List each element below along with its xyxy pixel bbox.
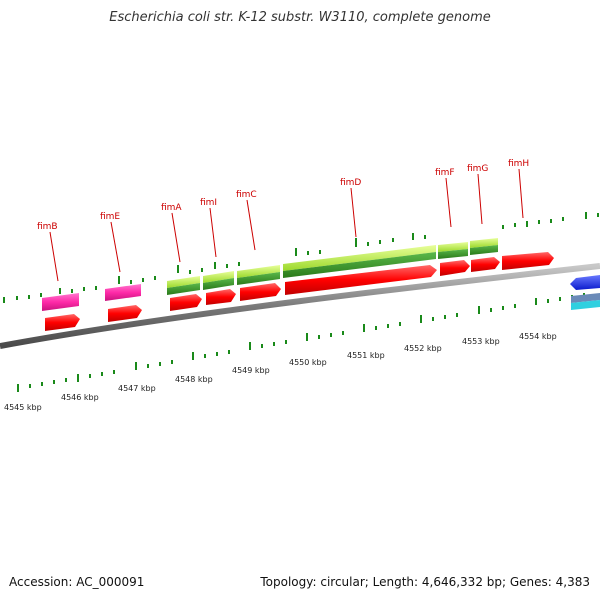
gene-feature-fimD[interactable] xyxy=(283,245,436,271)
gene-feature-fimI[interactable] xyxy=(203,271,234,283)
cds-arrow-fimB[interactable] xyxy=(45,314,80,331)
gene-label-fimC: fimC xyxy=(236,190,257,200)
gene-label-fimI: fimI xyxy=(200,198,217,208)
gene-bars-green xyxy=(167,238,498,295)
scale-labels: 4545 kbp 4546 kbp 4547 kbp 4548 kbp 4549… xyxy=(4,332,557,412)
scale-label: 4554 kbp xyxy=(519,332,557,341)
gene-feature-fimG-dark xyxy=(470,245,498,255)
gene-label-fimH: fimH xyxy=(508,159,529,169)
map-title: Escherichia coli str. K-12 substr. W3110… xyxy=(109,10,491,25)
inner-tick-row xyxy=(17,293,585,392)
gene-label-fimE: fimE xyxy=(100,212,120,222)
scale-label: 4549 kbp xyxy=(232,366,270,375)
gene-leader-lines xyxy=(49,168,524,282)
gene-feature-fimC-dark xyxy=(237,272,280,285)
cds-arrow-fimE[interactable] xyxy=(108,305,142,322)
scale-label: 4551 kbp xyxy=(347,351,385,360)
gene-feature-fimB[interactable] xyxy=(42,293,79,311)
gene-feature-fimF-dark xyxy=(438,249,468,259)
gene-label-fimB: fimB xyxy=(37,222,58,232)
gene-label-fimG: fimG xyxy=(467,164,488,174)
scale-label: 4552 kbp xyxy=(404,344,442,353)
gene-feature-fimD-dark xyxy=(283,252,436,278)
outer-tick-row xyxy=(3,212,599,303)
scale-label: 4546 kbp xyxy=(61,393,99,402)
gene-labels: fimB fimE fimA fimI fimC fimD fimF fimG … xyxy=(37,159,529,232)
gene-feature-fimE[interactable] xyxy=(105,284,141,301)
feature-blue-arrow[interactable] xyxy=(570,275,600,290)
cds-arrow-fimA[interactable] xyxy=(170,294,202,311)
scale-label: 4548 kbp xyxy=(175,375,213,384)
gene-feature-fimA[interactable] xyxy=(167,276,200,288)
gene-label-fimD: fimD xyxy=(340,178,361,188)
cds-arrow-fimG[interactable] xyxy=(471,257,500,272)
cds-arrow-fimF[interactable] xyxy=(440,260,470,276)
cds-arrow-fimC[interactable] xyxy=(240,283,281,301)
cds-arrows xyxy=(45,252,554,331)
genome-backbone xyxy=(0,263,600,349)
scale-label: 4547 kbp xyxy=(118,384,156,393)
gene-feature-fimF[interactable] xyxy=(438,242,468,252)
accession-text: Accession: AC_000091 xyxy=(9,575,145,589)
cds-arrow-fimI[interactable] xyxy=(206,289,236,305)
gene-feature-fimC[interactable] xyxy=(237,265,280,278)
gene-feature-fimA-dark xyxy=(167,283,200,295)
gene-feature-fimG[interactable] xyxy=(470,238,498,248)
feature-cyan-bar[interactable] xyxy=(571,300,600,310)
scale-label: 4550 kbp xyxy=(289,358,327,367)
scale-label: 4553 kbp xyxy=(462,337,500,346)
cds-arrow-fimH[interactable] xyxy=(502,252,554,270)
gene-label-fimA: fimA xyxy=(161,203,182,213)
topology-text: Topology: circular; Length: 4,646,332 bp… xyxy=(260,575,590,589)
gene-feature-fimI-dark xyxy=(203,278,234,290)
cds-arrow-fimD[interactable] xyxy=(285,265,437,295)
scale-label: 4545 kbp xyxy=(4,403,42,412)
gene-label-fimF: fimF xyxy=(435,168,455,178)
feature-steel-bar[interactable] xyxy=(571,293,600,303)
